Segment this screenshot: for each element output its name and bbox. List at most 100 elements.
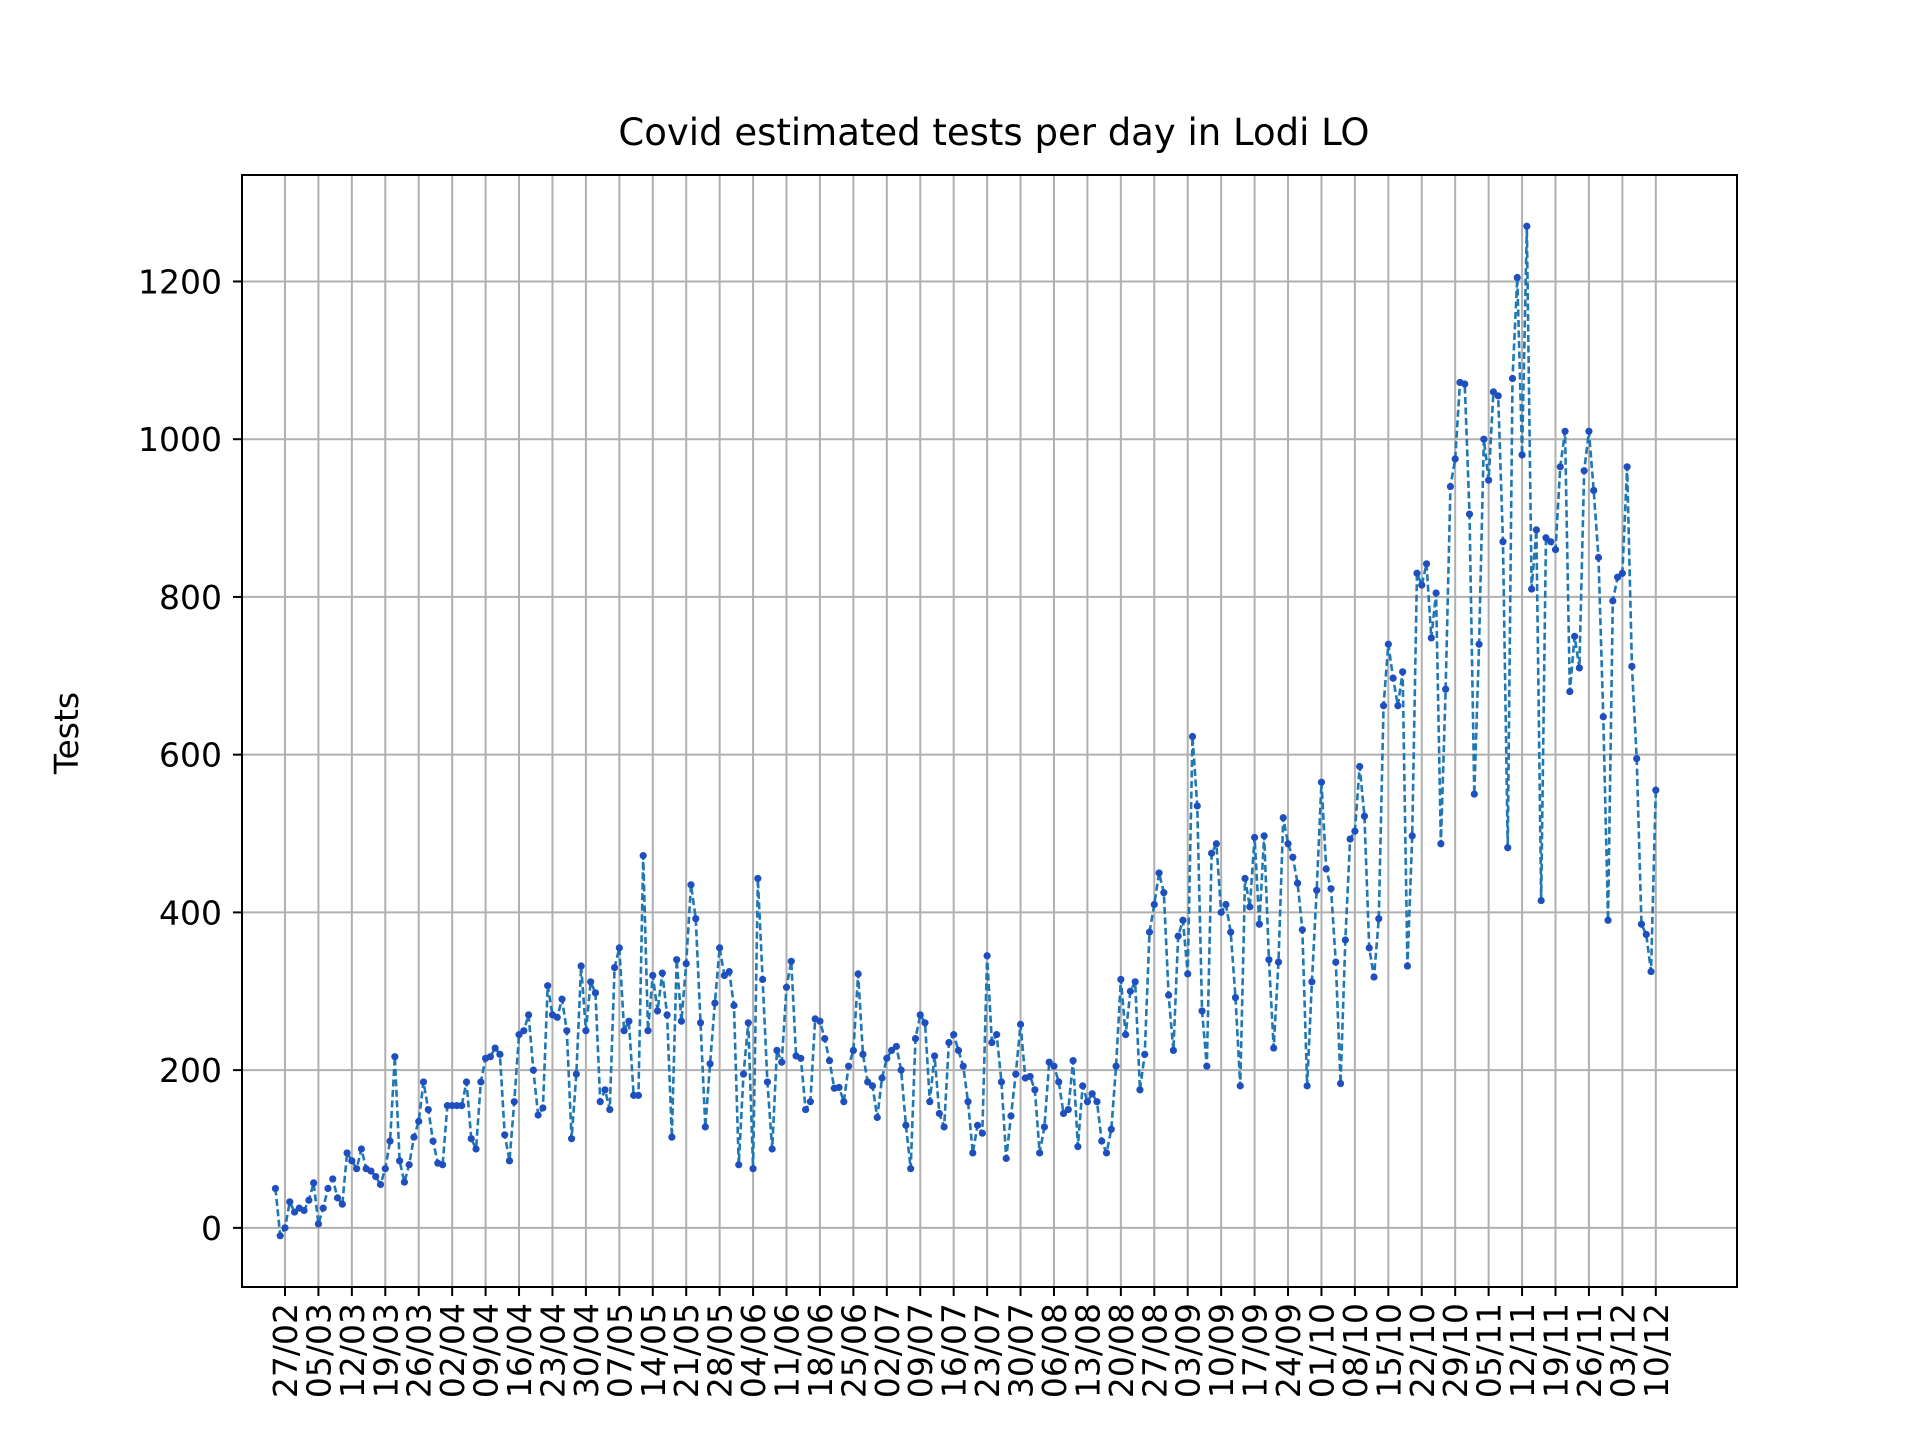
data-point xyxy=(821,1034,829,1043)
data-point xyxy=(1585,427,1593,435)
data-point xyxy=(711,999,719,1007)
y-tick-label: 1000 xyxy=(138,420,222,459)
data-point xyxy=(496,1050,504,1058)
data-point xyxy=(324,1184,332,1193)
data-point xyxy=(1074,1143,1082,1151)
data-point xyxy=(305,1196,313,1204)
data-point xyxy=(1489,388,1498,396)
data-point xyxy=(376,1180,385,1189)
series-line xyxy=(274,224,1658,1238)
data-point xyxy=(653,1007,662,1015)
data-point xyxy=(1341,936,1349,944)
data-point xyxy=(950,1031,958,1039)
x-tick-label: 04/06 xyxy=(734,1303,773,1398)
data-point xyxy=(1408,832,1416,840)
data-point xyxy=(567,1135,576,1143)
data-point xyxy=(806,1098,814,1106)
data-point xyxy=(1403,962,1412,970)
data-point xyxy=(1442,685,1450,693)
chart-title: Covid estimated tests per day in Lodi LO xyxy=(618,111,1369,154)
data-point xyxy=(1499,538,1507,546)
data-point xyxy=(472,1145,480,1153)
data-point xyxy=(1485,476,1493,484)
data-point xyxy=(797,1054,805,1062)
data-point xyxy=(1652,786,1660,794)
data-point xyxy=(1064,1105,1072,1114)
data-point xyxy=(410,1133,418,1141)
data-point xyxy=(505,1157,514,1165)
data-point xyxy=(572,1070,580,1078)
data-point xyxy=(1566,687,1574,696)
data-point xyxy=(1317,778,1326,786)
data-point xyxy=(892,1042,900,1051)
data-point xyxy=(1212,840,1220,848)
data-point xyxy=(1150,900,1158,909)
x-tick-label: 09/07 xyxy=(901,1303,940,1398)
x-tick-label: 17/09 xyxy=(1236,1303,1275,1398)
data-point xyxy=(1551,546,1560,554)
data-point xyxy=(1136,1086,1144,1094)
data-point xyxy=(515,1031,523,1039)
data-point xyxy=(1346,835,1354,843)
data-point xyxy=(1298,926,1306,934)
x-tick-label: 18/06 xyxy=(801,1303,840,1398)
data-point xyxy=(921,1019,929,1027)
x-tick-label: 12/03 xyxy=(333,1303,372,1398)
data-point xyxy=(615,944,623,952)
data-point xyxy=(754,874,762,883)
data-point xyxy=(673,956,681,964)
data-point xyxy=(1413,569,1421,577)
x-tick-label: 27/02 xyxy=(266,1303,305,1398)
data-point xyxy=(1332,958,1340,966)
data-point xyxy=(333,1194,342,1202)
data-point xyxy=(1360,812,1369,820)
x-tick-label: 28/05 xyxy=(701,1303,740,1398)
data-point xyxy=(887,1046,896,1054)
data-point xyxy=(1102,1149,1111,1157)
x-tick-label: 10/09 xyxy=(1202,1303,1241,1398)
data-point xyxy=(558,995,566,1003)
data-point xyxy=(639,852,647,860)
data-point xyxy=(993,1031,1001,1039)
data-point xyxy=(271,1184,280,1193)
data-point xyxy=(1303,1082,1311,1090)
data-point xyxy=(1002,1154,1010,1163)
data-point xyxy=(290,1208,299,1216)
data-point xyxy=(1384,640,1392,648)
x-tick-label: 14/05 xyxy=(634,1303,673,1398)
data-point xyxy=(1427,634,1435,642)
data-point xyxy=(343,1149,351,1157)
data-point xyxy=(634,1091,643,1099)
data-point xyxy=(1260,832,1268,840)
data-point xyxy=(701,1123,709,1131)
data-point xyxy=(486,1053,494,1061)
data-point xyxy=(1270,1044,1278,1052)
data-point xyxy=(725,967,733,976)
data-point xyxy=(1250,833,1259,842)
data-point xyxy=(1069,1057,1077,1065)
data-point xyxy=(716,944,724,952)
data-point xyxy=(1590,486,1598,495)
data-point xyxy=(1437,840,1445,848)
data-point xyxy=(1647,967,1655,976)
data-point xyxy=(759,975,767,984)
x-tick-label: 05/11 xyxy=(1470,1303,1509,1398)
data-point xyxy=(1508,374,1517,383)
x-axis-ticks: 27/0205/0312/0319/0326/0302/0409/0416/04… xyxy=(266,1287,1676,1398)
x-tick-label: 19/11 xyxy=(1536,1303,1575,1398)
data-point xyxy=(735,1161,743,1169)
data-point xyxy=(959,1062,967,1070)
data-point xyxy=(1255,920,1263,928)
data-point xyxy=(1537,896,1545,905)
data-point xyxy=(1418,581,1426,589)
data-point xyxy=(539,1104,547,1112)
y-tick-label: 400 xyxy=(159,893,222,932)
data-point xyxy=(1055,1078,1063,1086)
x-tick-label: 09/04 xyxy=(467,1303,506,1398)
data-point xyxy=(1451,455,1459,463)
data-point xyxy=(563,1027,571,1035)
data-point xyxy=(668,1133,676,1141)
data-point xyxy=(319,1204,327,1212)
data-point xyxy=(501,1131,509,1139)
